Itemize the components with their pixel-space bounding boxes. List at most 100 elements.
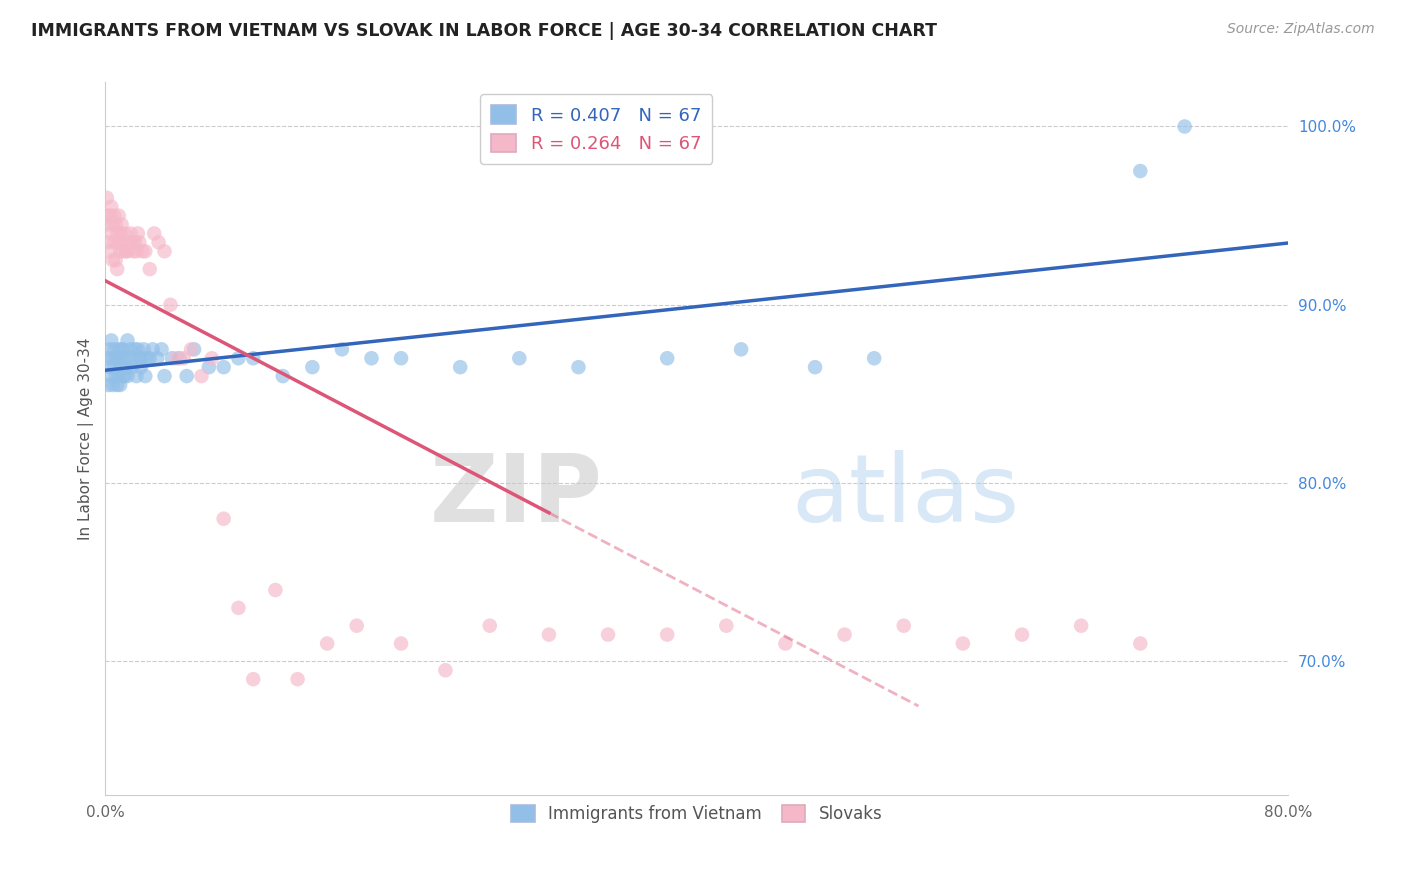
Point: [804, 360, 827, 375]
Point: [103, 360, 125, 375]
Point: [131, 351, 153, 366]
Point: [478, 618, 501, 632]
Point: [120, 227, 142, 241]
Point: [100, 227, 122, 241]
Text: ZIP: ZIP: [429, 450, 602, 541]
Point: [111, 343, 134, 357]
Point: [146, 351, 169, 366]
Point: [96, 218, 118, 232]
Point: [287, 672, 309, 686]
Point: [122, 351, 145, 366]
Point: [657, 351, 679, 366]
Point: [112, 244, 135, 259]
Point: [125, 369, 148, 384]
Point: [134, 369, 156, 384]
Point: [148, 235, 170, 250]
Point: [131, 244, 153, 259]
Point: [153, 369, 176, 384]
Point: [100, 200, 122, 214]
Point: [508, 351, 530, 366]
Point: [111, 235, 134, 250]
Point: [96, 191, 118, 205]
Point: [138, 262, 160, 277]
Point: [118, 235, 141, 250]
Point: [834, 627, 856, 641]
Point: [107, 235, 129, 250]
Point: [301, 360, 323, 375]
Point: [104, 369, 127, 384]
Point: [117, 334, 139, 348]
Point: [101, 253, 124, 268]
Point: [1174, 120, 1197, 134]
Point: [117, 244, 139, 259]
Point: [100, 369, 122, 384]
Point: [98, 209, 121, 223]
Y-axis label: In Labor Force | Age 30-34: In Labor Force | Age 30-34: [79, 337, 94, 540]
Point: [124, 235, 146, 250]
Text: IMMIGRANTS FROM VIETNAM VS SLOVAK IN LABOR FORCE | AGE 30-34 CORRELATION CHART: IMMIGRANTS FROM VIETNAM VS SLOVAK IN LAB…: [31, 22, 936, 40]
Point: [108, 227, 131, 241]
Point: [389, 636, 412, 650]
Point: [449, 360, 471, 375]
Point: [165, 351, 187, 366]
Point: [952, 636, 974, 650]
Point: [183, 343, 205, 357]
Point: [228, 351, 250, 366]
Point: [537, 627, 560, 641]
Point: [100, 334, 122, 348]
Point: [104, 351, 127, 366]
Point: [212, 512, 235, 526]
Point: [228, 600, 250, 615]
Point: [180, 343, 202, 357]
Point: [125, 244, 148, 259]
Point: [893, 618, 915, 632]
Point: [105, 262, 128, 277]
Point: [198, 360, 221, 375]
Point: [150, 343, 173, 357]
Point: [127, 227, 149, 241]
Point: [128, 235, 150, 250]
Point: [105, 351, 128, 366]
Point: [112, 369, 135, 384]
Point: [114, 227, 136, 241]
Point: [190, 369, 212, 384]
Point: [108, 351, 131, 366]
Point: [105, 227, 128, 241]
Text: atlas: atlas: [792, 450, 1019, 541]
Point: [107, 343, 129, 357]
Point: [98, 343, 121, 357]
Point: [121, 360, 143, 375]
Point: [201, 351, 224, 366]
Point: [775, 636, 797, 650]
Point: [105, 378, 128, 392]
Point: [716, 618, 738, 632]
Point: [97, 209, 120, 223]
Point: [434, 663, 457, 677]
Point: [104, 218, 127, 232]
Point: [132, 343, 155, 357]
Point: [112, 343, 135, 357]
Point: [118, 351, 141, 366]
Point: [176, 369, 198, 384]
Point: [1070, 618, 1092, 632]
Point: [122, 244, 145, 259]
Point: [97, 378, 120, 392]
Point: [567, 360, 589, 375]
Point: [730, 343, 752, 357]
Point: [316, 636, 339, 650]
Point: [264, 582, 287, 597]
Point: [101, 351, 124, 366]
Legend: Immigrants from Vietnam, Slovaks: Immigrants from Vietnam, Slovaks: [505, 798, 889, 830]
Point: [114, 351, 136, 366]
Point: [863, 351, 886, 366]
Point: [389, 351, 412, 366]
Point: [1011, 627, 1033, 641]
Point: [330, 343, 353, 357]
Point: [98, 360, 121, 375]
Point: [159, 298, 181, 312]
Point: [117, 369, 139, 384]
Point: [1129, 164, 1152, 178]
Point: [103, 235, 125, 250]
Point: [108, 244, 131, 259]
Point: [657, 627, 679, 641]
